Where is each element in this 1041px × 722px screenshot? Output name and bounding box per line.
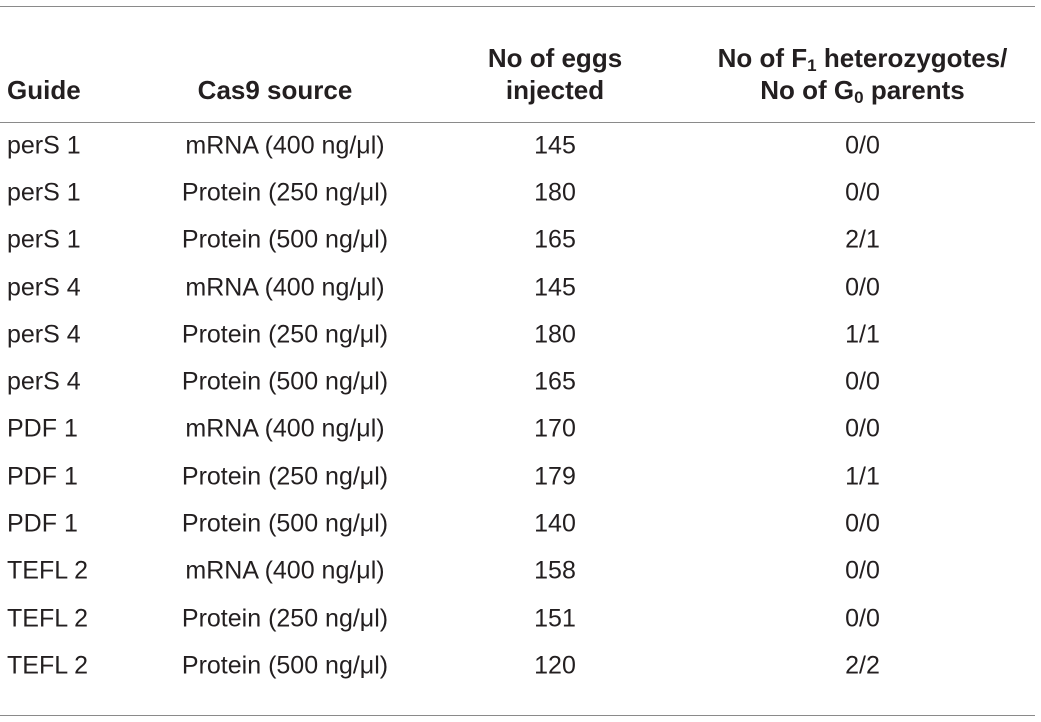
cell-cas9-source: Protein (500 ng/μl) [181,651,389,680]
cell-cas9-source: Protein (250 ng/μl) [181,320,389,349]
cell-cas9-source: mRNA (400 ng/μl) [185,273,385,302]
cell-guide: perS 1 [7,131,81,160]
cell-cas9-source: Protein (250 ng/μl) [181,178,389,207]
cell-guide: perS 4 [7,273,81,302]
table-row: TEFL 2 mRNA (400 ng/μl) 158 0/0 [0,548,1035,595]
cell-cas9-source: Protein (250 ng/μl) [181,604,389,633]
cell-guide: perS 4 [7,320,81,349]
cell-eggs-injected: 151 [534,604,576,633]
header-cas9-source: Cas9 source [197,75,353,105]
table-row: perS 1 Protein (500 ng/μl) 165 2/1 [0,217,1035,264]
header-rule [0,122,1035,123]
cell-guide: PDF 1 [7,462,78,491]
table-row: perS 4 Protein (250 ng/μl) 180 1/1 [0,311,1035,358]
table-row: PDF 1 Protein (500 ng/μl) 140 0/0 [0,500,1035,547]
cell-eggs-injected: 170 [534,414,576,443]
cell-guide: PDF 1 [7,414,78,443]
cell-f1-ratio: 2/2 [845,651,880,680]
table-row: PDF 1 Protein (250 ng/μl) 179 1/1 [0,453,1035,500]
cell-guide: PDF 1 [7,509,78,538]
cell-eggs-injected: 179 [534,462,576,491]
header-f1-heterozygotes: No of F1 heterozygotes/ No of G0 parents [717,43,1008,107]
cell-guide: perS 4 [7,367,81,396]
cell-cas9-source: mRNA (400 ng/μl) [185,131,385,160]
table-body: perS 1 mRNA (400 ng/μl) 145 0/0 perS 1 Protei… [0,122,1035,690]
cell-guide: perS 1 [7,225,81,254]
bottom-rule [0,715,1035,716]
table-row: TEFL 2 Protein (500 ng/μl) 120 2/2 [0,642,1035,689]
cell-eggs-injected: 180 [534,320,576,349]
cell-eggs-injected: 165 [534,367,576,396]
cell-f1-ratio: 1/1 [845,462,880,491]
cell-f1-ratio: 0/0 [845,509,880,538]
cell-guide: TEFL 2 [7,604,89,633]
header-guide: Guide [7,75,81,105]
cell-eggs-injected: 165 [534,225,576,254]
cell-cas9-source: mRNA (400 ng/μl) [185,414,385,443]
cell-f1-ratio: 0/0 [845,131,880,160]
table-row: TEFL 2 Protein (250 ng/μl) 151 0/0 [0,595,1035,642]
cell-f1-ratio: 0/0 [845,604,880,633]
cell-eggs-injected: 158 [534,556,576,585]
table-row: perS 1 Protein (250 ng/μl) 180 0/0 [0,169,1035,216]
cell-f1-ratio: 1/1 [845,320,880,349]
table-row: PDF 1 mRNA (400 ng/μl) 170 0/0 [0,406,1035,453]
top-rule [0,6,1035,7]
cell-f1-ratio: 0/0 [845,367,880,396]
cell-f1-ratio: 0/0 [845,414,880,443]
cell-cas9-source: mRNA (400 ng/μl) [185,556,385,585]
cell-cas9-source: Protein (250 ng/μl) [181,462,389,491]
table-row: perS 1 mRNA (400 ng/μl) 145 0/0 [0,122,1035,169]
cell-f1-ratio: 2/1 [845,225,880,254]
cell-eggs-injected: 145 [534,273,576,302]
cell-f1-ratio: 0/0 [845,556,880,585]
cell-guide: TEFL 2 [7,556,89,585]
header-eggs-injected: No of eggs injected [487,43,623,105]
cell-eggs-injected: 140 [534,509,576,538]
table-row: perS 4 Protein (500 ng/μl) 165 0/0 [0,358,1035,405]
cell-guide: TEFL 2 [7,651,89,680]
cell-eggs-injected: 180 [534,178,576,207]
cell-f1-ratio: 0/0 [845,178,880,207]
cell-cas9-source: Protein (500 ng/μl) [181,509,389,538]
table-header: Guide Cas9 source No of eggs injected No… [0,6,1035,122]
cell-guide: perS 1 [7,178,81,207]
cell-eggs-injected: 145 [534,131,576,160]
cell-f1-ratio: 0/0 [845,273,880,302]
cell-cas9-source: Protein (500 ng/μl) [181,225,389,254]
table-row: perS 4 mRNA (400 ng/μl) 145 0/0 [0,264,1035,311]
cell-eggs-injected: 120 [534,651,576,680]
cell-cas9-source: Protein (500 ng/μl) [181,367,389,396]
